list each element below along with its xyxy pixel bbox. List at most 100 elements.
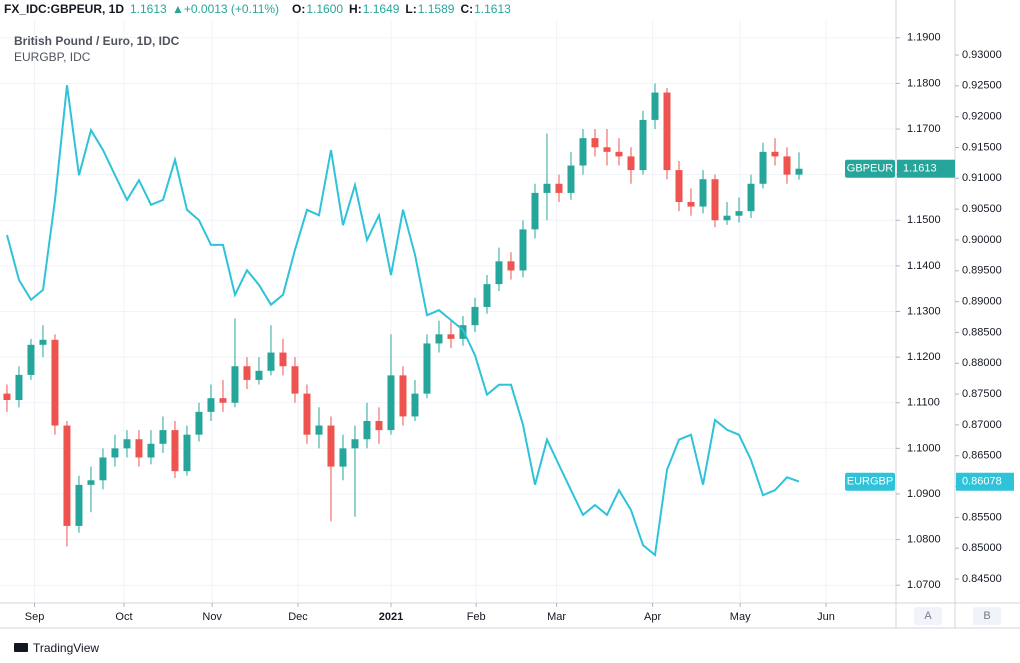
- candle-body: [519, 229, 527, 271]
- plot: [3, 83, 803, 557]
- y2-tick-label: 0.90500: [962, 203, 1002, 215]
- candle-body: [423, 343, 431, 394]
- candle-body: [375, 420, 383, 431]
- candle-body: [195, 411, 203, 435]
- brand-logo: [14, 643, 28, 652]
- price-tag: [897, 159, 955, 178]
- candle-body: [639, 119, 647, 171]
- candle-body: [3, 393, 11, 400]
- y2-tick-label: 0.85500: [962, 511, 1002, 523]
- scale-button[interactable]: [914, 607, 942, 625]
- brand-name: TradingView: [33, 641, 99, 655]
- x-tick-label: 2021: [379, 611, 403, 623]
- candle-body: [99, 457, 107, 481]
- y-tick-label: 1.0800: [907, 533, 941, 545]
- price-tag-name: EURGBP: [847, 476, 893, 488]
- candle-body: [411, 393, 419, 417]
- scale-button[interactable]: [973, 607, 1001, 625]
- y2-tick-label: 0.88500: [962, 326, 1002, 338]
- candle-body: [771, 151, 779, 157]
- candle-body: [531, 192, 539, 230]
- y2-tick-label: 0.84500: [962, 573, 1002, 585]
- ohlc-key: H:: [349, 2, 362, 16]
- candle-body: [723, 215, 731, 221]
- y-tick-label: 1.1700: [907, 123, 941, 135]
- candle-body: [555, 183, 563, 193]
- candle-body: [735, 211, 743, 216]
- ohlc: O: 1.1600 H: 1.1649 L: 1.1589 C: 1.1613: [292, 2, 511, 16]
- candle-body: [15, 374, 23, 400]
- brand: TradingView: [14, 641, 99, 655]
- candle-body: [783, 156, 791, 175]
- candle-body: [495, 261, 503, 285]
- candle-body: [39, 339, 47, 345]
- candle-body: [327, 425, 335, 467]
- candle-body: [87, 480, 95, 485]
- scale-button-label[interactable]: B: [983, 610, 990, 622]
- y2-tick-label: 0.88000: [962, 357, 1002, 369]
- candle-body: [399, 375, 407, 417]
- y-tick-label: 1.1800: [907, 77, 941, 89]
- y-tick-label: 1.1900: [907, 32, 941, 44]
- candle-body: [279, 352, 287, 367]
- candle-body: [507, 261, 515, 271]
- y-tick-label: 1.1500: [907, 214, 941, 226]
- candle-body: [231, 366, 239, 403]
- candle-body: [579, 138, 587, 166]
- candle-body: [303, 393, 311, 435]
- candle-body: [207, 398, 215, 412]
- price-tag: [956, 472, 1014, 491]
- y-tick-label: 1.1300: [907, 305, 941, 317]
- candle-body: [351, 439, 359, 449]
- candle-body: [135, 439, 143, 458]
- candle-body: [387, 375, 395, 431]
- change: ▲+0.0013 (+0.11%): [172, 2, 279, 16]
- candle-body: [111, 448, 119, 458]
- y2-tick-label: 0.91000: [962, 172, 1002, 184]
- candle-body: [123, 439, 131, 449]
- y-tick-label: 1.1400: [907, 260, 941, 272]
- y-tick-label: 1.1100: [907, 397, 940, 409]
- y2-tick-label: 0.87000: [962, 419, 1002, 431]
- header: FX_IDC:GBPEUR, 1D 1.1613 ▲+0.0013 (+0.11…: [4, 2, 511, 16]
- y2-tick-label: 0.87500: [962, 388, 1002, 400]
- candle-body: [663, 92, 671, 171]
- candle-body: [27, 344, 35, 375]
- candle-body: [183, 434, 191, 472]
- scale-button-label[interactable]: A: [924, 610, 932, 622]
- x-tick-label: Mar: [547, 611, 566, 623]
- candle-body: [543, 183, 551, 193]
- candle-body: [759, 151, 767, 184]
- candle-body: [51, 339, 59, 426]
- price-tag-label: 1.1613: [903, 163, 937, 175]
- ohlc-key: O:: [292, 2, 305, 16]
- ohlc-value: 1.1589: [418, 2, 455, 16]
- ohlc-key: C:: [460, 2, 473, 16]
- candle-body: [147, 443, 155, 458]
- candle-body: [447, 334, 455, 339]
- candle-body: [159, 430, 167, 444]
- axes: 1.0700 1.0800 1.0900 1.1000 1.1100 1.1200 1.13…: [25, 32, 1014, 623]
- y-tick-label: 1.0700: [907, 579, 941, 591]
- candle-body: [75, 484, 83, 526]
- candle-body: [627, 156, 635, 171]
- candle-body: [219, 398, 227, 403]
- last-price: 1.1613: [130, 2, 167, 16]
- candle-body: [363, 420, 371, 440]
- y2-tick-label: 0.92500: [962, 80, 1002, 92]
- x-tick-label: Dec: [288, 611, 308, 623]
- price-tag-label: 0.86078: [962, 476, 1002, 488]
- candle-body: [291, 366, 299, 394]
- candle-body: [243, 366, 251, 380]
- y2-tick-label: 0.92000: [962, 111, 1002, 123]
- x-tick-label: Nov: [202, 611, 222, 623]
- price-tag-name-bg: [845, 472, 895, 491]
- candle-body: [267, 352, 275, 371]
- ohlc-value: 1.1649: [363, 2, 400, 16]
- x-tick-label: Oct: [115, 611, 132, 623]
- line-series: [6, 85, 800, 557]
- x-tick-label: May: [730, 611, 751, 623]
- ohlc-key: L:: [405, 2, 416, 16]
